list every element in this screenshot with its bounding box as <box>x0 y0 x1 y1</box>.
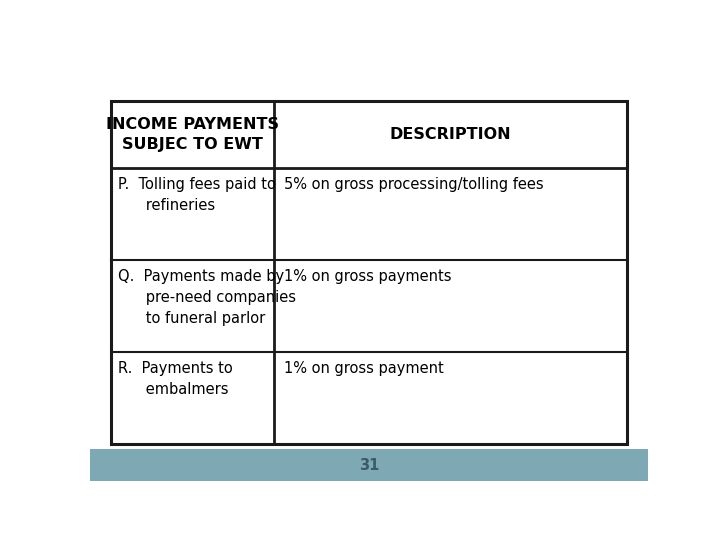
Text: 31: 31 <box>359 457 379 472</box>
Text: 1% on gross payments: 1% on gross payments <box>284 269 451 284</box>
Bar <box>111 102 627 444</box>
Bar <box>90 449 648 481</box>
Text: R.  Payments to
      embalmers: R. Payments to embalmers <box>118 361 233 397</box>
Text: 1% on gross payment: 1% on gross payment <box>284 361 444 376</box>
Text: DESCRIPTION: DESCRIPTION <box>390 127 511 143</box>
Text: P.  Tolling fees paid to
      refineries: P. Tolling fees paid to refineries <box>118 177 276 213</box>
Text: Q.  Payments made by
      pre-need companies
      to funeral parlor: Q. Payments made by pre-need companies t… <box>118 269 296 326</box>
Text: 5% on gross processing/tolling fees: 5% on gross processing/tolling fees <box>284 177 544 192</box>
Text: INCOME PAYMENTS
SUBJEC TO EWT: INCOME PAYMENTS SUBJEC TO EWT <box>106 117 279 152</box>
